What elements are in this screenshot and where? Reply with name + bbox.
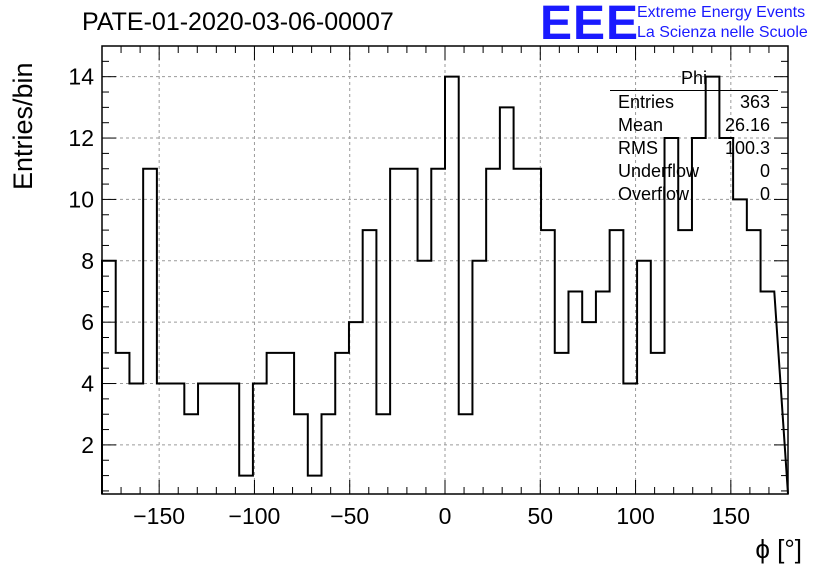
x-axis-label: ϕ [°] (755, 534, 802, 564)
x-tick-label: −50 (330, 503, 369, 529)
histogram-bin (253, 384, 267, 494)
y-axis-label: Entries/bin (8, 62, 38, 190)
histogram-bin (472, 261, 486, 494)
stats-label: Underflow (618, 161, 700, 181)
stats-row: RMS 100.3 (610, 137, 778, 160)
histogram-bin (459, 414, 473, 494)
x-tick-label: −150 (133, 503, 185, 529)
histogram-bin (225, 384, 239, 494)
stats-value: 26.16 (724, 115, 770, 135)
y-tick-label: 6 (81, 309, 94, 335)
stats-value: 363 (739, 92, 770, 112)
stats-value: 0 (759, 161, 770, 181)
histogram-bin (500, 107, 514, 494)
histogram-bin (637, 261, 651, 494)
histogram-bin (747, 230, 761, 494)
stats-value: 100.3 (724, 138, 770, 158)
x-tick-label: 0 (439, 503, 452, 529)
histogram-bin (363, 230, 377, 494)
histogram-bin (445, 77, 459, 494)
histogram-bin (308, 476, 322, 494)
histogram-bin (198, 384, 212, 494)
y-tick-label: 8 (81, 248, 94, 274)
histogram-bin (514, 169, 528, 494)
stats-row: Mean 26.16 (610, 114, 778, 137)
stats-label: RMS (618, 138, 658, 158)
histogram-bin (267, 353, 281, 494)
histogram-line (101, 75, 789, 495)
histogram-bin (349, 322, 363, 494)
stats-label: Entries (618, 92, 675, 112)
histogram-bin (171, 384, 185, 494)
eee-logo: EEE Extreme Energy Events La Scienza nel… (540, 0, 836, 50)
histogram-bin (610, 230, 624, 494)
y-tick-label: 12 (68, 125, 94, 151)
histogram-bin (184, 414, 198, 494)
histogram-bin (541, 230, 555, 494)
histogram-bin (294, 414, 308, 494)
histogram-bin (582, 322, 596, 494)
histogram-bin (418, 261, 432, 494)
chart-title: PATE-01-2020-03-06-00007 (82, 8, 394, 36)
histogram-bin (102, 261, 116, 494)
y-tick-label: 14 (68, 64, 94, 90)
stats-row: Overflow 0 (610, 183, 778, 206)
x-tick-label: −100 (229, 503, 281, 529)
stats-row: Entries 363 (610, 91, 778, 114)
y-tick-label: 4 (81, 371, 94, 397)
histogram-bin (280, 353, 294, 494)
logo-line1: Extreme Energy Events (637, 4, 806, 21)
histogram-bin (239, 476, 253, 494)
stats-label: Mean (618, 115, 664, 135)
logo-mark: EEE (540, 0, 640, 50)
x-tick-label: 150 (712, 503, 750, 529)
y-tick-label: 10 (68, 186, 94, 212)
stats-label: Overflow (618, 184, 690, 204)
stats-name: Phi (610, 66, 778, 91)
histogram-bin (733, 199, 747, 494)
logo-line2: La Scienza nelle Scuole (637, 24, 808, 41)
y-tick-label: 2 (81, 432, 94, 458)
histogram-bin (129, 384, 143, 494)
histogram-bin (651, 353, 665, 494)
histogram-bin (555, 353, 569, 494)
histogram-bin (623, 384, 637, 494)
x-tick-label: 100 (616, 503, 654, 529)
histogram-bin (678, 230, 692, 494)
histogram-bin (335, 353, 349, 494)
stats-value: 0 (759, 184, 770, 204)
histogram-bin (376, 414, 390, 494)
x-tick-label: 50 (527, 503, 553, 529)
stats-row: Underflow 0 (610, 160, 778, 183)
histogram-bin (322, 414, 336, 494)
histogram-bin (212, 384, 226, 494)
histogram-bin (116, 353, 130, 494)
stats-box: Phi Entries 363 Mean 26.16 RMS 100.3 Und… (610, 66, 778, 206)
